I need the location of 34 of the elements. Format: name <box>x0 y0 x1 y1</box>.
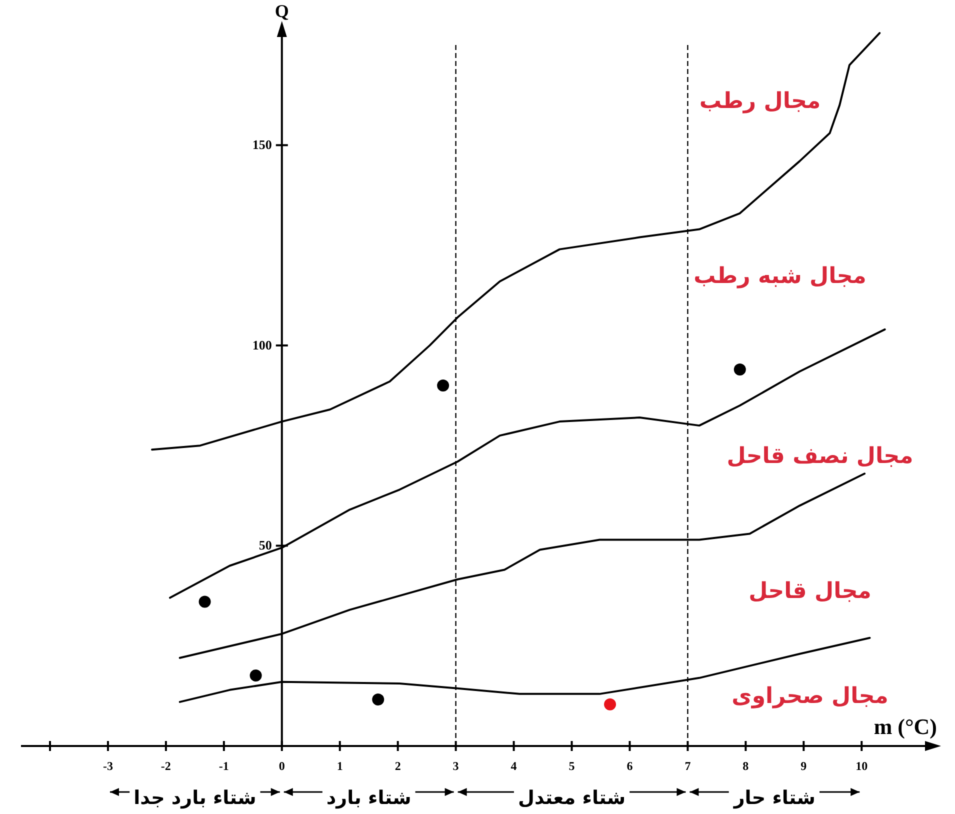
x-tick-label: 0 <box>278 759 285 773</box>
y-tick-label: 50 <box>258 538 272 553</box>
x-tick-label: 5 <box>568 759 575 773</box>
x-tick-label: -2 <box>160 759 171 773</box>
x-tick-label: 4 <box>510 759 517 773</box>
x-tick-label: 8 <box>742 759 749 773</box>
x-tick-label: 1 <box>336 759 343 773</box>
point <box>198 596 211 608</box>
x-tick-label: -3 <box>102 759 113 773</box>
x-tick-label: 10 <box>856 759 868 773</box>
x-tick-label: 9 <box>800 759 807 773</box>
annotation: مجال قاحل <box>748 579 872 604</box>
y-axis-title: Q <box>274 1 289 21</box>
annotation: مجال شبه رطب <box>694 264 866 289</box>
text: شتاء بارد <box>326 787 412 809</box>
annotation: مجال صحراوى <box>732 684 888 709</box>
x-tick-label: 7 <box>684 759 691 773</box>
point <box>604 698 616 710</box>
point <box>250 670 262 682</box>
x-tick-label: 2 <box>394 759 401 773</box>
point <box>437 380 450 392</box>
y-tick-label: 150 <box>252 137 272 152</box>
x-tick-label: -1 <box>218 759 229 773</box>
x-tick-label: 3 <box>452 759 459 773</box>
point <box>734 363 746 376</box>
point <box>372 694 384 706</box>
annotation: مجال رطب <box>699 89 821 114</box>
annotation: مجال نصف قاحل <box>726 444 914 469</box>
x-tick-label: 6 <box>626 759 633 773</box>
text: شتاء معتدل <box>518 787 626 809</box>
x-axis-title: m (°C) <box>874 714 937 739</box>
text: شتاء بارد جدا <box>134 787 256 809</box>
text: شتاء حار <box>732 787 816 809</box>
y-tick-label: 100 <box>252 337 272 352</box>
